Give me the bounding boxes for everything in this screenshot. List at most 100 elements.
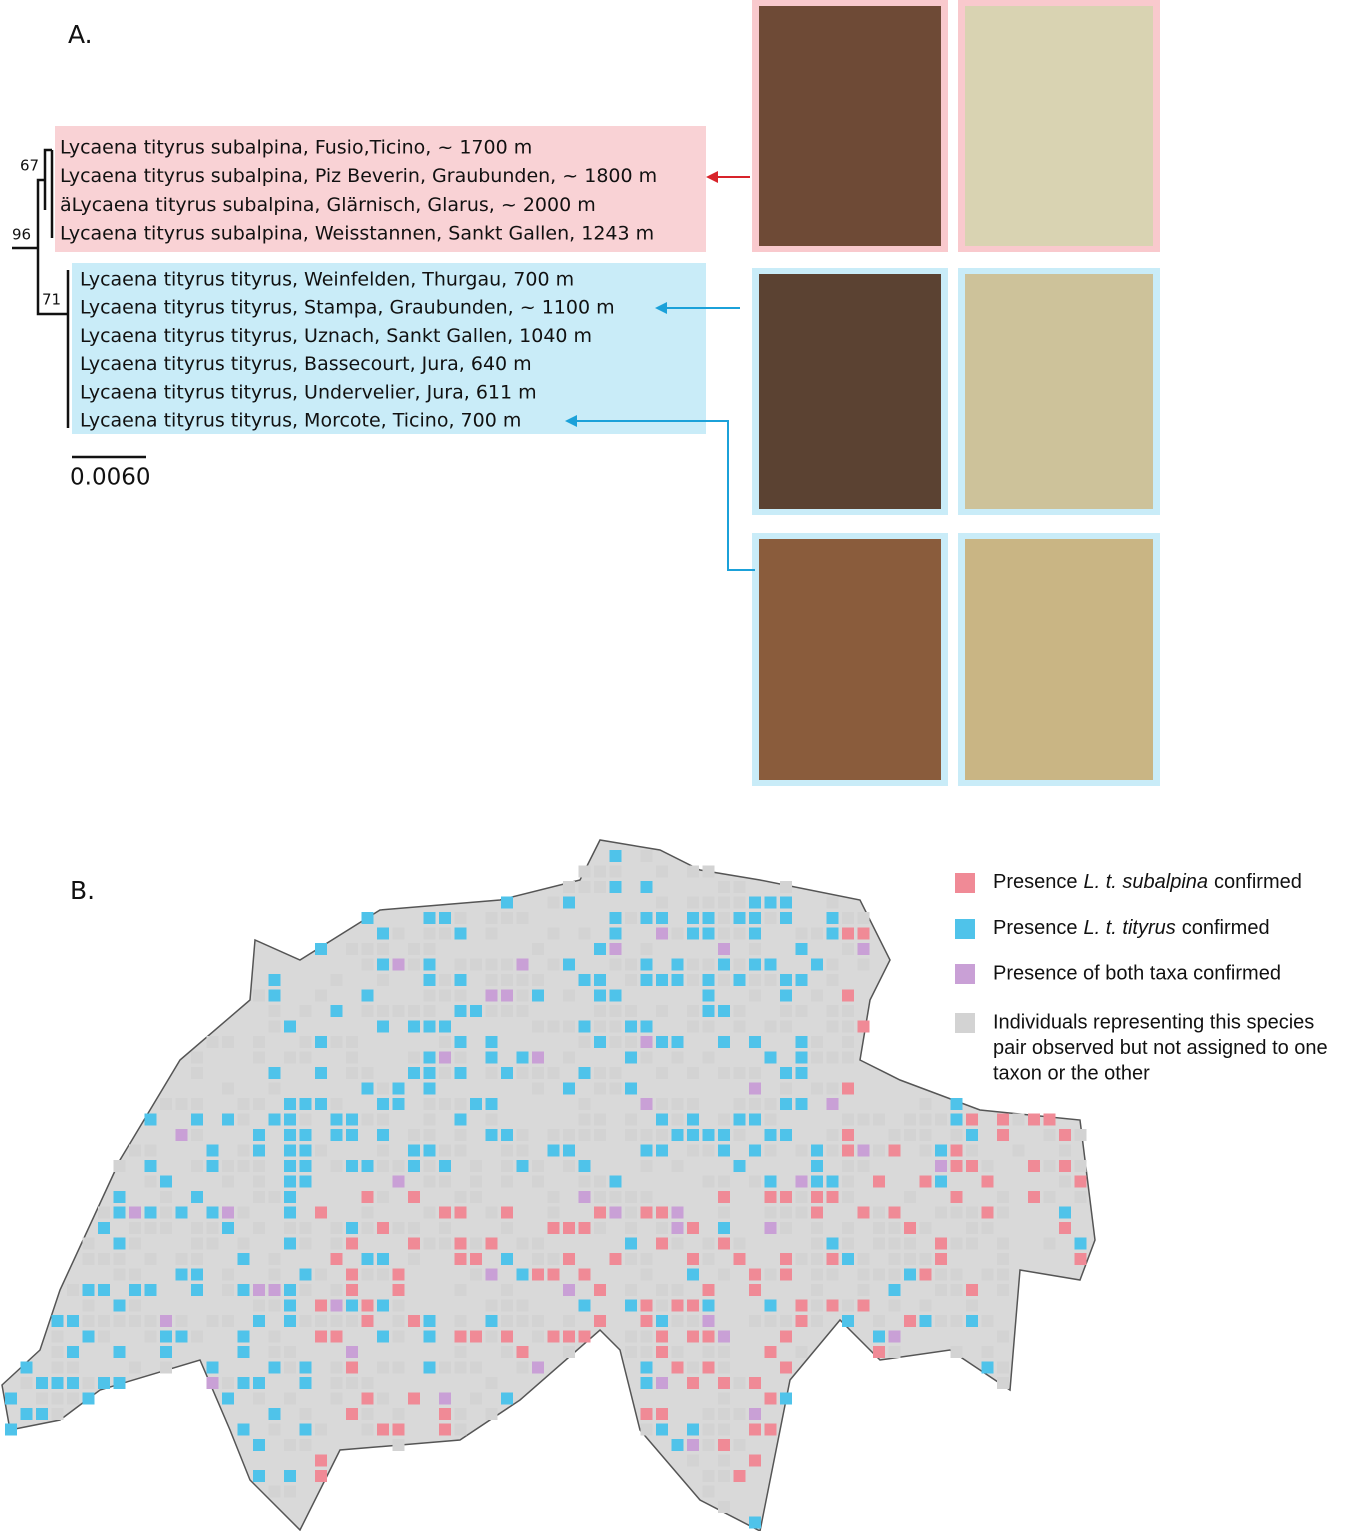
- tree-label: Lycaena tityrus subalpina, Piz Beverin, …: [60, 165, 657, 187]
- grid-cell: [578, 1098, 591, 1110]
- grid-cell: [966, 1237, 978, 1250]
- grid-cell: [749, 943, 761, 955]
- grid-cell: [578, 1191, 591, 1203]
- grid-cell: [268, 1191, 281, 1203]
- grid-cell: [532, 943, 544, 955]
- grid-cell: [563, 958, 575, 971]
- grid-cell: [315, 1454, 327, 1467]
- grid-cell: [640, 1160, 653, 1172]
- grid-cell: [749, 1144, 761, 1157]
- grid-cell: [904, 1253, 916, 1265]
- grid-cell: [1074, 1253, 1087, 1265]
- grid-cell: [625, 1237, 637, 1250]
- grid-cell: [98, 1284, 110, 1296]
- grid-cell: [857, 1284, 870, 1296]
- legend-part: L. t. tityrus: [1084, 917, 1176, 939]
- grid-cell: [454, 1315, 467, 1327]
- grid-cell: [656, 1067, 668, 1079]
- grid-cell: [842, 1005, 854, 1017]
- grid-cell: [919, 1222, 932, 1234]
- grid-cell: [253, 1098, 265, 1110]
- grid-cell: [811, 1051, 823, 1064]
- grid-cell: [625, 958, 637, 971]
- grid-cell: [268, 1113, 281, 1126]
- grid-cell: [470, 1361, 482, 1374]
- grid-cell: [857, 1020, 870, 1033]
- grid-cell: [873, 1175, 885, 1188]
- grid-cell: [842, 1144, 854, 1157]
- tree-label: Lycaena tityrus subalpina, Weisstannen, …: [60, 223, 654, 245]
- grid-cell: [764, 1268, 777, 1281]
- grid-cell: [578, 881, 591, 893]
- grid-cell: [377, 1423, 389, 1436]
- grid-cell: [299, 1098, 312, 1110]
- grid-cell: [547, 896, 560, 909]
- grid-cell: [702, 912, 715, 924]
- grid-cell: [222, 1036, 234, 1048]
- grid-cell: [826, 1237, 839, 1250]
- grid-cell: [408, 1020, 420, 1033]
- grid-cell: [346, 1051, 358, 1064]
- grid-cell: [718, 1144, 730, 1157]
- grid-cell: [82, 1237, 95, 1250]
- grid-cell: [284, 1129, 296, 1141]
- grid-cell: [702, 958, 715, 971]
- grid-cell: [423, 1098, 436, 1110]
- grid-cell: [191, 1237, 203, 1250]
- grid-cell: [749, 1377, 761, 1389]
- grid-cell: [609, 989, 622, 1002]
- grid-cell: [1074, 1129, 1087, 1141]
- grid-cell: [702, 1284, 715, 1296]
- grid-cell: [144, 1160, 157, 1172]
- grid-cell: [749, 989, 761, 1002]
- grid-cell: [516, 1160, 529, 1172]
- grid-cell: [764, 1392, 777, 1405]
- grid-cell: [966, 1129, 978, 1141]
- grid-cell: [206, 1222, 219, 1234]
- grid-cell: [175, 1253, 188, 1265]
- grid-cell: [733, 1098, 746, 1110]
- grid-cell: [764, 1191, 777, 1203]
- grid-cell: [144, 1253, 157, 1265]
- grid-cell: [811, 1191, 823, 1203]
- grid-cell: [764, 1113, 777, 1126]
- tree-label: Lycaena tityrus tityrus, Bassecourt, Jur…: [80, 353, 532, 375]
- grid-cell: [408, 1005, 420, 1017]
- grid-cell: [718, 1129, 730, 1141]
- grid-cell: [129, 1299, 141, 1312]
- grid-cell: [330, 1237, 343, 1250]
- grid-cell: [315, 943, 327, 955]
- grid-cell: [454, 1253, 467, 1265]
- grid-cell: [935, 1175, 947, 1188]
- grid-cell: [780, 1206, 792, 1219]
- grid-cell: [764, 1423, 777, 1436]
- grid-cell: [919, 1315, 932, 1327]
- grid-cell: [594, 881, 606, 893]
- grid-cell: [361, 1067, 374, 1079]
- grid-cell: [346, 1160, 358, 1172]
- grid-cell: [516, 1299, 529, 1312]
- grid-cell: [253, 1160, 265, 1172]
- grid-cell: [501, 974, 513, 986]
- grid-cell: [702, 1315, 715, 1327]
- grid-cell: [935, 1206, 947, 1219]
- grid-cell: [299, 1439, 312, 1451]
- grid-cell: [268, 974, 281, 986]
- grid-cell: [67, 1377, 79, 1389]
- grid-cell: [811, 989, 823, 1002]
- grid-cell: [1074, 1237, 1087, 1250]
- grid-cell: [82, 1330, 95, 1343]
- grid-cell: [392, 1315, 405, 1327]
- grid-cell: [144, 1113, 157, 1126]
- grid-cell: [516, 1237, 529, 1250]
- grid-cell: [439, 1392, 451, 1405]
- tree-label: Lycaena tityrus tityrus, Morcote, Ticino…: [80, 410, 521, 432]
- grid-cell: [811, 1144, 823, 1157]
- grid-cell: [935, 1144, 947, 1157]
- grid-cell: [268, 1330, 281, 1343]
- grid-cell: [377, 1020, 389, 1033]
- grid-cell: [718, 943, 730, 955]
- legend-part: Presence: [993, 917, 1078, 939]
- grid-cell: [966, 1284, 978, 1296]
- grid-cell: [888, 1299, 901, 1312]
